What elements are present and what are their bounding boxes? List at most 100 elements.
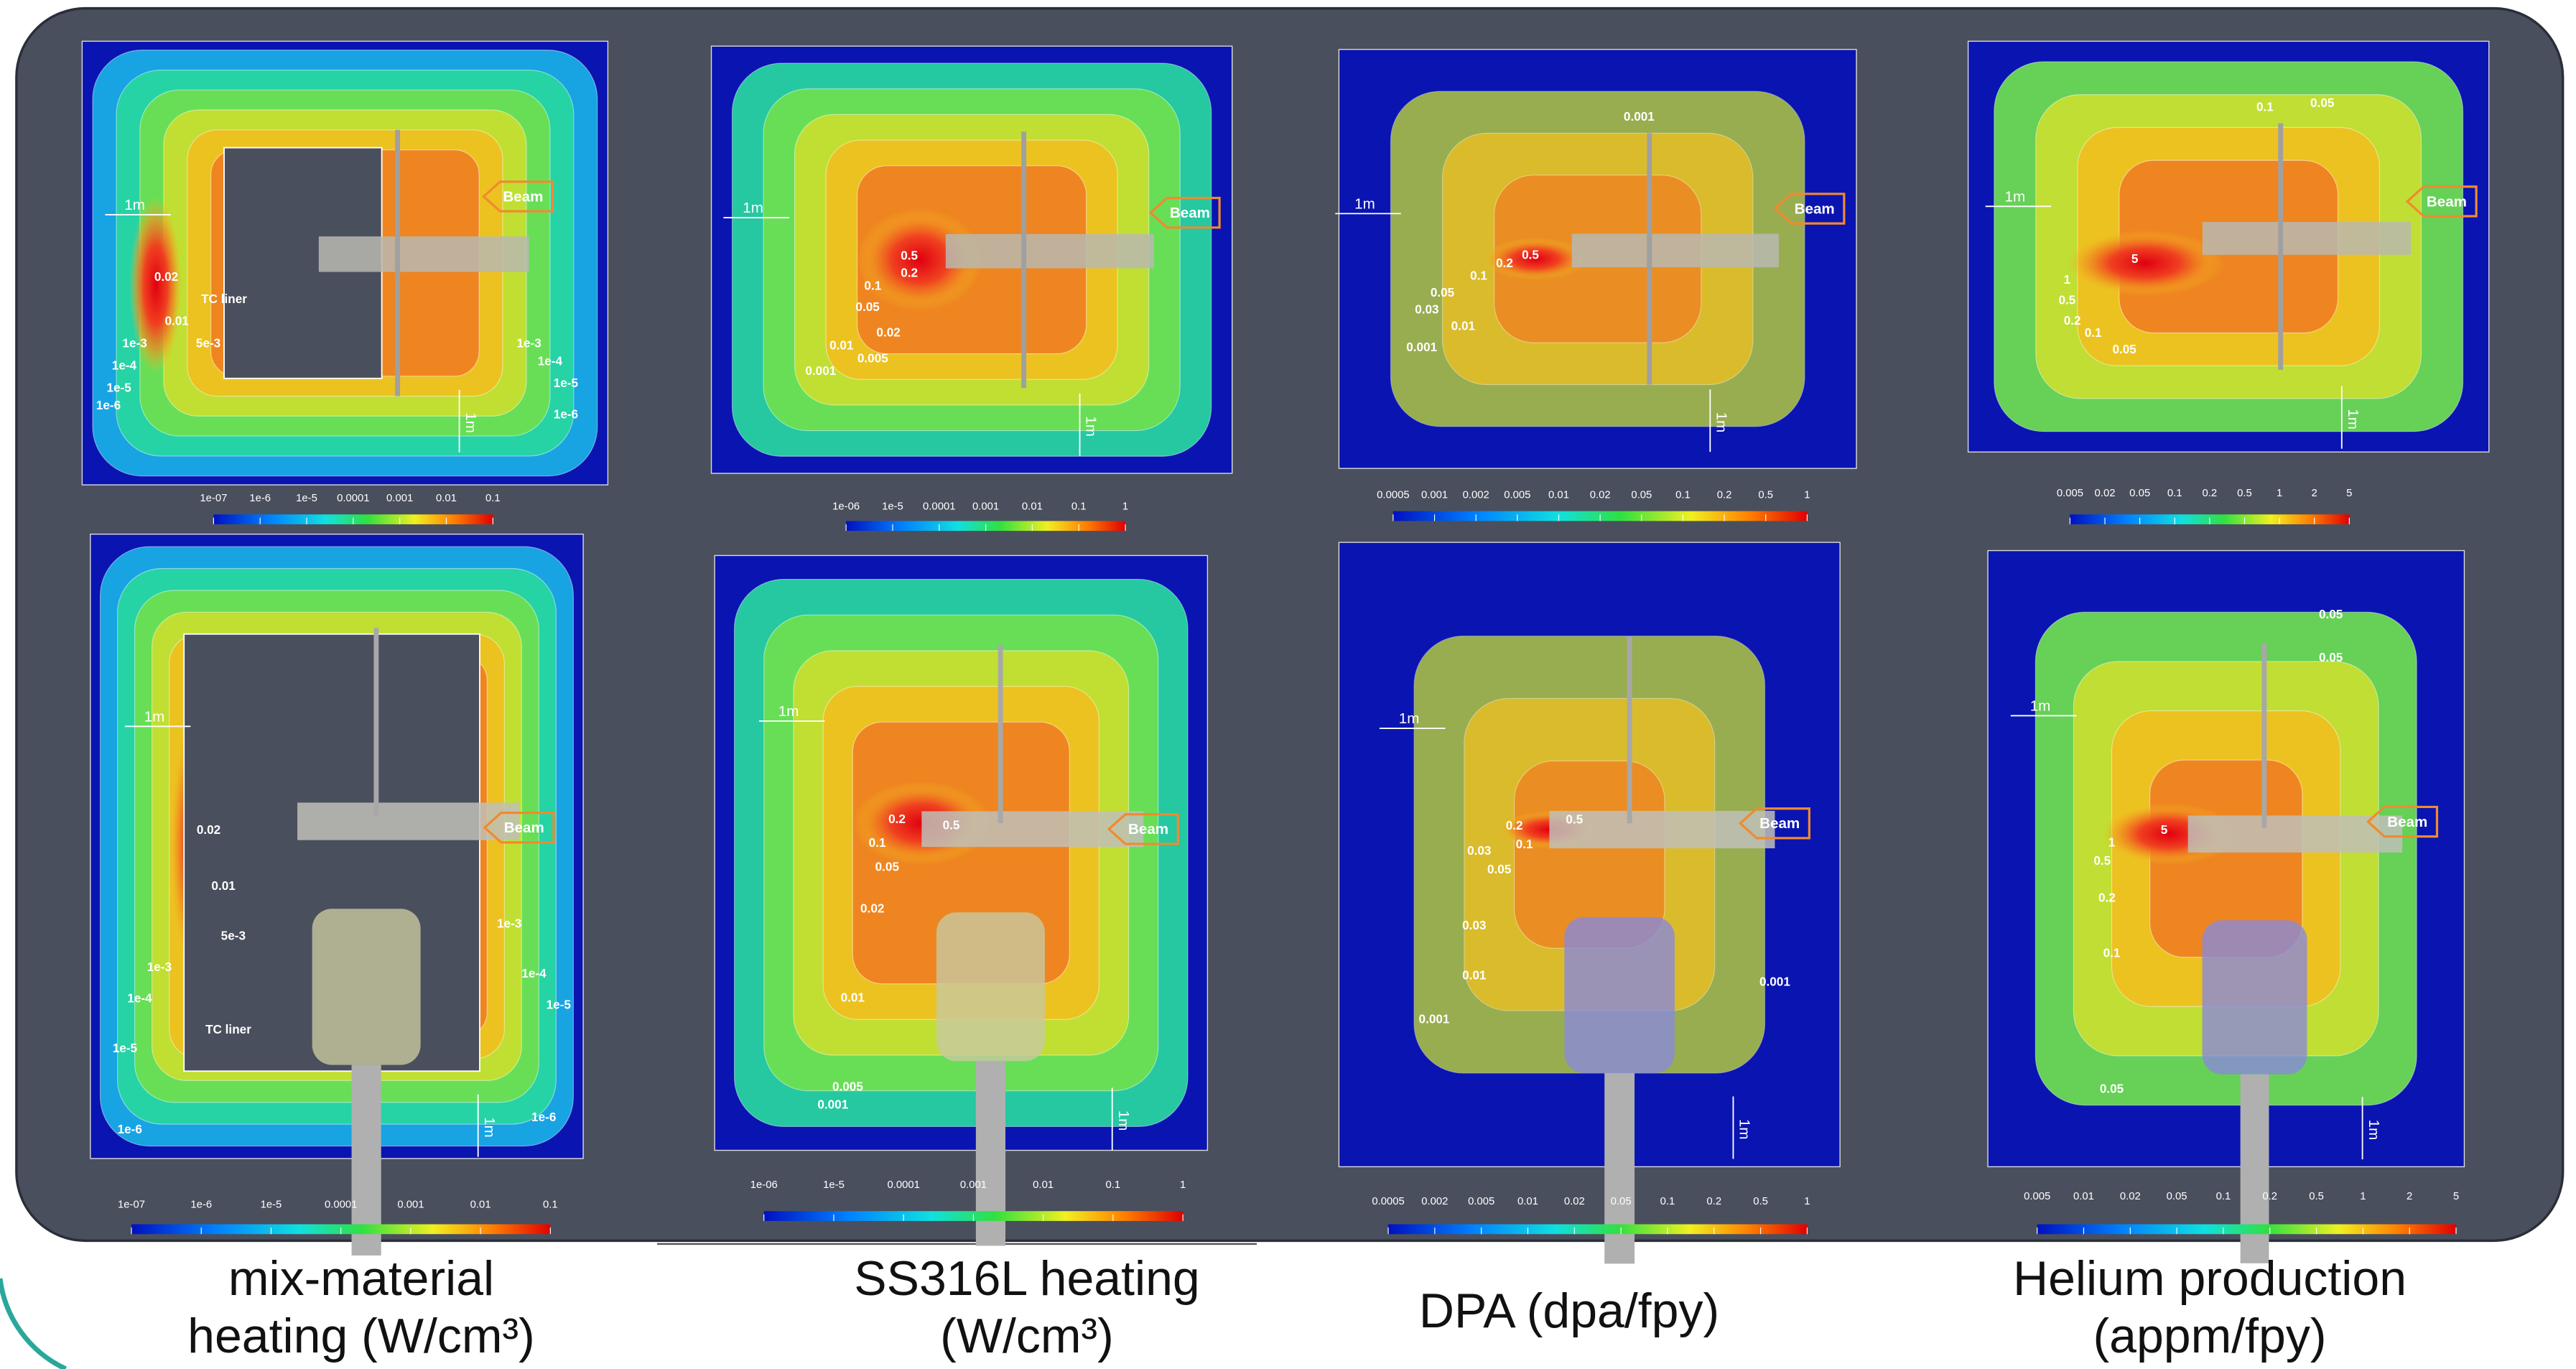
- contour-label: 0.03: [1462, 918, 1486, 932]
- colorbar-label: 5: [2346, 488, 2352, 499]
- colorbar-label: 0.0001: [325, 1199, 357, 1211]
- colorbar-label: 0.001: [386, 493, 413, 504]
- contour-label: 1e-5: [554, 376, 579, 390]
- colorbar-label: 1e-06: [832, 501, 860, 512]
- scale-label: 1m: [1115, 1110, 1132, 1131]
- colorbar-label: 0.5: [1753, 1196, 1768, 1207]
- contour-label: 1e-3: [122, 336, 147, 351]
- colorbar-label: 0.02: [2095, 488, 2116, 499]
- equipment: [319, 236, 529, 272]
- scale-label: 1m: [743, 200, 763, 216]
- colorbar-label: 1: [1122, 501, 1128, 512]
- contour-label: 0.1: [1470, 269, 1487, 283]
- colorbar-label: 1e-5: [296, 493, 317, 504]
- contour-label: 1e-3: [497, 916, 521, 930]
- contour-label: 0.05: [2112, 342, 2136, 356]
- colorbar-label: 0.1: [485, 493, 501, 504]
- colorbar-label: 0.001: [972, 501, 999, 512]
- contour-label: 1e-3: [147, 960, 172, 974]
- contour-label: 0.001: [1419, 1011, 1450, 1026]
- contour-label: 0.001: [1624, 109, 1655, 124]
- colorbar-label: 1e-6: [249, 493, 271, 504]
- colorbar-label: 0.05: [2129, 488, 2150, 499]
- colorbar-label: 0.5: [1758, 489, 1773, 501]
- caption: SS316L heating (W/cm³): [826, 1250, 1228, 1365]
- contour-label: 1e-6: [554, 407, 578, 421]
- colorbar-label: 0.0001: [887, 1179, 919, 1191]
- colorbar-label: 1e-6: [190, 1199, 212, 1211]
- contour-label: 0.001: [805, 363, 836, 378]
- equipment: [946, 234, 1154, 269]
- equipment: [312, 909, 421, 1064]
- contour-label: 1e-4: [521, 966, 547, 980]
- beam-label: Beam: [2387, 814, 2427, 830]
- colorbar-label: 0.2: [1706, 1196, 1721, 1207]
- colorbar-label: 2: [2312, 488, 2317, 499]
- colorbar-label: 0.01: [1548, 489, 1569, 501]
- colorbar-label: 1e-06: [750, 1179, 778, 1191]
- contour-label: 1e-5: [113, 1041, 138, 1055]
- scale-label: 1m: [124, 197, 145, 213]
- caption: DPA (dpa/fpy): [1354, 1282, 1785, 1340]
- contour-label: 0.05: [875, 859, 900, 873]
- beam-label: Beam: [504, 820, 544, 836]
- colorbar-label: 0.1: [1106, 1179, 1121, 1191]
- scale-label: 1m: [1083, 416, 1099, 437]
- contour-label: 1e-6: [531, 1110, 556, 1124]
- contour-label: 0.05: [855, 300, 880, 314]
- contour-label: 1: [2108, 835, 2116, 849]
- contour-label: 0.02: [197, 822, 220, 837]
- contour-label: 1: [2064, 272, 2071, 287]
- contour-label: 0.5: [2093, 853, 2111, 868]
- colorbar: [2037, 1224, 2456, 1234]
- colorbar-label: 0.001: [397, 1199, 424, 1211]
- colorbar-label: 0.1: [543, 1199, 558, 1211]
- scale-label: 1m: [2366, 1120, 2382, 1141]
- figure: 0.02 TC liner 0.01 5e-3 1e-3 1e-4 1e-5 1e-6 1e-3…: [0, 0, 2576, 1369]
- contour-label: 1e-4: [112, 358, 137, 372]
- contour-label: 0.05: [1431, 285, 1455, 300]
- equipment: [2241, 1075, 2269, 1263]
- contour-label: 0.1: [869, 835, 886, 850]
- contour-label: 0.5: [1566, 812, 1583, 826]
- contour-label: 0.001: [1759, 974, 1790, 988]
- contour-label: 0.1: [2085, 325, 2102, 340]
- colorbar-label: 0.002: [1463, 489, 1489, 501]
- contour-label: 0.005: [857, 351, 888, 365]
- equipment: [1549, 811, 1775, 848]
- colorbar-label: 0.02: [1564, 1196, 1585, 1207]
- colorbar-label: 1: [1804, 1196, 1810, 1207]
- scale-label: 1m: [2030, 698, 2051, 715]
- contour-label: 0.5: [2058, 292, 2075, 307]
- colorbar-label: 0.0001: [337, 493, 369, 504]
- contour-label: TC liner: [205, 1022, 251, 1036]
- colorbar-label: 0.2: [1717, 489, 1732, 501]
- beam-label: Beam: [1759, 815, 1800, 832]
- colorbar-label: 0.5: [2237, 488, 2252, 499]
- equipment: [1572, 234, 1779, 268]
- scale-label: 1m: [144, 708, 165, 725]
- colorbar: [1388, 1224, 1807, 1234]
- contour-label: 0.2: [901, 265, 918, 279]
- contour-label: 0.2: [2098, 891, 2116, 905]
- decor-arc: [0, 1278, 66, 1369]
- contour-label: 0.2: [2064, 313, 2081, 328]
- colorbar-label: 0.05: [2167, 1191, 2187, 1202]
- contour-label: 5e-3: [196, 336, 220, 351]
- colorbar-label: 1: [2360, 1191, 2366, 1202]
- colorbar-label: 0.01: [1517, 1196, 1538, 1207]
- colorbar-label: 1: [1804, 489, 1810, 501]
- colorbar-label: 0.01: [1022, 501, 1043, 512]
- scale-label: 1m: [1399, 710, 1420, 727]
- scale-label: 1m: [481, 1117, 498, 1138]
- contour-label: 0.05: [2100, 1081, 2124, 1095]
- caption: mix-material heating (W/cm³): [160, 1250, 562, 1365]
- contour-label: 5: [2161, 822, 2168, 837]
- equipment: [1564, 917, 1674, 1073]
- contour-label: 0.01: [1451, 319, 1476, 333]
- contour-label: 0.02: [154, 269, 178, 284]
- contour-label: 1e-6: [118, 1122, 142, 1136]
- contour-label: 5e-3: [221, 929, 246, 943]
- colorbar-label: 0.1: [2167, 488, 2182, 499]
- contour-label: 0.01: [829, 338, 854, 353]
